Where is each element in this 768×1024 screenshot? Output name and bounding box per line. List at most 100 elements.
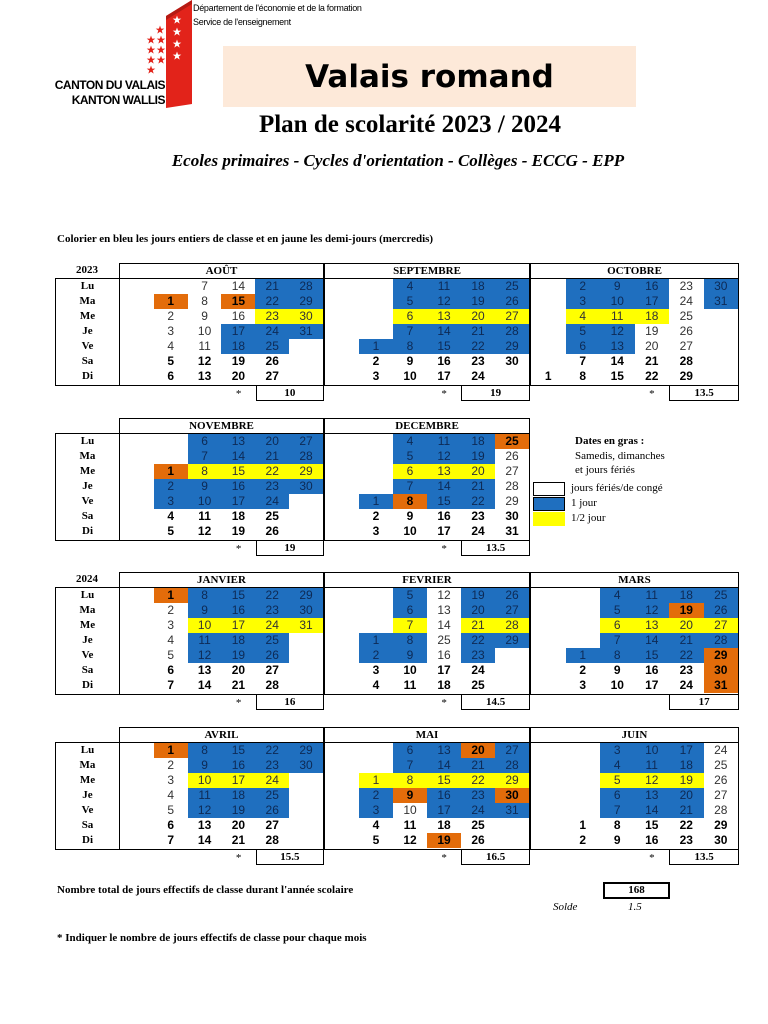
day-cell[interactable]: 16 xyxy=(221,479,256,494)
day-cell[interactable]: 20 xyxy=(461,309,495,324)
day-cell[interactable]: 13 xyxy=(197,818,212,832)
day-cell[interactable]: 27 xyxy=(265,818,279,832)
day-cell[interactable]: 7 xyxy=(600,633,635,648)
day-cell[interactable]: 13 xyxy=(427,743,461,758)
day-cell[interactable]: 23 xyxy=(679,279,693,293)
day-cell[interactable]: 30 xyxy=(505,509,519,523)
day-cell[interactable]: 13 xyxy=(634,788,669,803)
day-cell[interactable]: 19 xyxy=(231,354,246,368)
day-cell[interactable]: 24 xyxy=(471,663,485,677)
day-cell[interactable]: 3 xyxy=(600,743,635,758)
day-cell[interactable]: 9 xyxy=(201,309,208,323)
day-cell[interactable]: 9 xyxy=(187,603,222,618)
day-cell[interactable]: 30 xyxy=(703,279,738,294)
day-cell[interactable]: 5 xyxy=(167,354,175,368)
day-cell[interactable]: 12 xyxy=(437,588,451,602)
month-total-days[interactable]: 13.5 xyxy=(669,386,739,401)
day-cell[interactable]: 21 xyxy=(645,354,659,368)
day-cell[interactable]: 25 xyxy=(265,509,279,523)
month-total-days[interactable]: 19 xyxy=(461,386,530,401)
day-cell[interactable]: 20 xyxy=(645,339,659,353)
day-cell[interactable]: 13 xyxy=(197,369,212,383)
day-cell[interactable]: 8 xyxy=(600,648,635,663)
day-cell[interactable]: 21 xyxy=(669,633,704,648)
day-cell[interactable]: 5 xyxy=(393,449,427,464)
day-cell[interactable]: 16 xyxy=(437,354,451,368)
day-cell[interactable]: 31 xyxy=(289,324,323,339)
day-cell[interactable]: 5 xyxy=(167,648,175,662)
day-cell[interactable]: 14 xyxy=(221,449,256,464)
day-cell[interactable]: 27 xyxy=(289,434,323,449)
day-cell[interactable]: 24 xyxy=(471,369,485,383)
day-cell[interactable]: 4 xyxy=(600,588,635,603)
day-cell[interactable]: 17 xyxy=(437,663,451,677)
day-cell[interactable]: 20 xyxy=(231,663,246,677)
day-cell[interactable]: 14 xyxy=(610,354,624,368)
day-cell[interactable]: 28 xyxy=(505,479,519,493)
day-cell[interactable]: 9 xyxy=(393,788,427,803)
day-cell[interactable]: 15 xyxy=(221,464,256,479)
day-cell[interactable]: 4 xyxy=(167,788,175,802)
day-cell[interactable]: 16 xyxy=(437,648,451,662)
day-cell[interactable]: 6 xyxy=(600,788,635,803)
day-cell[interactable]: 17 xyxy=(427,803,461,818)
day-cell[interactable]: 21 xyxy=(461,479,495,494)
day-cell[interactable]: 31 xyxy=(703,678,738,693)
day-cell[interactable]: 25 xyxy=(437,633,451,647)
day-cell[interactable]: 20 xyxy=(461,464,495,479)
day-cell[interactable]: 16 xyxy=(634,279,669,294)
day-cell[interactable]: 1 xyxy=(359,633,393,648)
day-cell[interactable]: 5 xyxy=(393,294,427,309)
day-cell[interactable]: 10 xyxy=(600,294,635,309)
day-cell[interactable]: 17 xyxy=(221,618,256,633)
day-cell[interactable]: 1 xyxy=(153,743,188,758)
day-cell[interactable]: 23 xyxy=(255,309,290,324)
day-cell[interactable]: 2 xyxy=(359,788,393,803)
day-cell[interactable]: 14 xyxy=(427,758,461,773)
month-total-days[interactable]: 13.5 xyxy=(669,850,739,865)
day-cell[interactable]: 28 xyxy=(714,803,728,817)
day-cell[interactable]: 18 xyxy=(634,309,669,324)
day-cell[interactable]: 11 xyxy=(403,818,417,832)
day-cell[interactable]: 28 xyxy=(679,354,693,368)
day-cell[interactable]: 2 xyxy=(579,663,587,677)
day-cell[interactable]: 31 xyxy=(703,294,738,309)
day-cell[interactable]: 25 xyxy=(255,633,290,648)
day-cell[interactable]: 12 xyxy=(634,773,669,788)
day-cell[interactable]: 31 xyxy=(505,524,519,538)
day-cell[interactable]: 6 xyxy=(600,618,635,633)
day-cell[interactable]: 21 xyxy=(231,678,246,692)
month-total-days[interactable]: 15.5 xyxy=(255,850,324,865)
day-cell[interactable]: 26 xyxy=(679,324,693,338)
day-cell[interactable]: 4 xyxy=(372,818,380,832)
day-cell[interactable]: 26 xyxy=(471,833,485,847)
day-cell[interactable]: 22 xyxy=(461,494,495,509)
day-cell[interactable]: 7 xyxy=(187,449,222,464)
day-cell[interactable]: 21 xyxy=(255,279,290,294)
day-cell[interactable]: 25 xyxy=(495,279,529,294)
day-cell[interactable]: 12 xyxy=(197,354,212,368)
day-cell[interactable]: 26 xyxy=(265,354,279,368)
day-cell[interactable]: 28 xyxy=(495,758,529,773)
day-cell[interactable]: 16 xyxy=(221,758,256,773)
day-cell[interactable]: 14 xyxy=(231,279,246,293)
day-cell[interactable]: 13 xyxy=(221,434,256,449)
day-cell[interactable]: 8 xyxy=(187,743,222,758)
day-cell[interactable]: 28 xyxy=(265,678,279,692)
day-cell[interactable]: 1 xyxy=(153,294,188,309)
day-cell[interactable]: 30 xyxy=(505,354,519,368)
day-cell[interactable]: 15 xyxy=(221,588,256,603)
day-cell[interactable]: 21 xyxy=(669,803,704,818)
day-cell[interactable]: 13 xyxy=(427,464,461,479)
day-cell[interactable]: 30 xyxy=(289,603,323,618)
day-cell[interactable]: 9 xyxy=(393,648,427,663)
day-cell[interactable]: 24 xyxy=(255,618,290,633)
day-cell[interactable]: 22 xyxy=(669,648,704,663)
day-cell[interactable]: 12 xyxy=(427,294,461,309)
day-cell[interactable]: 5 xyxy=(600,603,635,618)
day-cell[interactable]: 1 xyxy=(579,818,587,832)
day-cell[interactable]: 23 xyxy=(461,788,495,803)
day-cell[interactable]: 23 xyxy=(255,603,290,618)
day-cell[interactable]: 8 xyxy=(201,294,208,308)
day-cell[interactable]: 27 xyxy=(495,743,529,758)
